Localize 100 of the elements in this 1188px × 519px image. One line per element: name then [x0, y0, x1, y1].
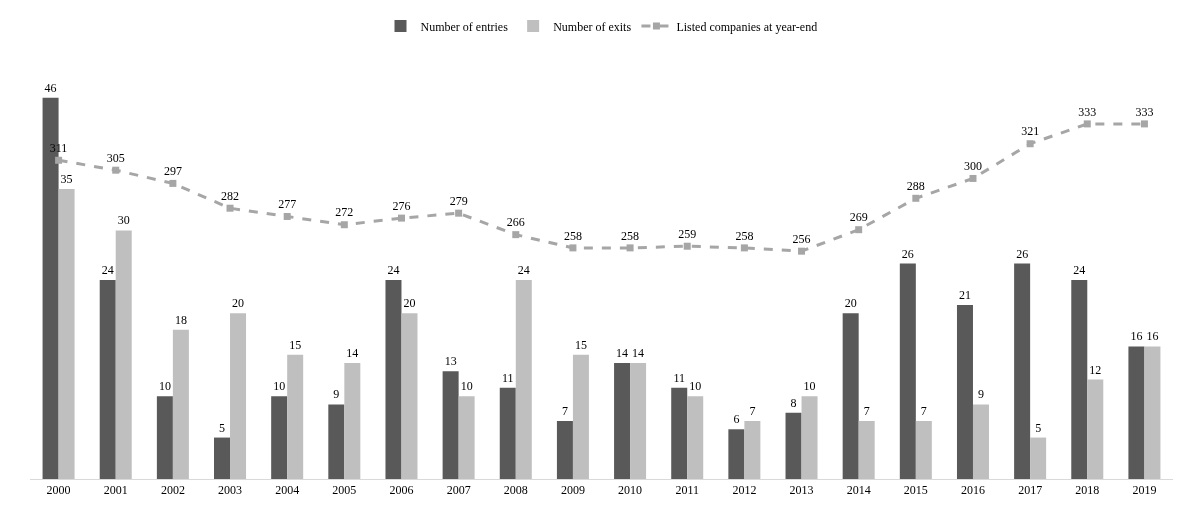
bar [115, 230, 132, 479]
data-label: 300 [963, 159, 982, 174]
bar [515, 280, 532, 479]
bar [614, 362, 631, 479]
legend-label: Number of exits [553, 19, 632, 34]
point [683, 242, 691, 250]
point [1140, 120, 1148, 128]
x-tick-label: 2007 [446, 483, 471, 498]
data-label: 272 [335, 205, 354, 220]
point [740, 244, 748, 252]
data-label: 16 [1146, 329, 1159, 344]
bar [785, 412, 802, 479]
bar [458, 396, 475, 479]
bar [671, 387, 688, 479]
point [283, 212, 291, 220]
bar [956, 304, 973, 479]
point [626, 244, 634, 252]
data-label: 14 [632, 345, 645, 360]
data-label: 258 [735, 228, 754, 243]
bar [1087, 379, 1104, 479]
data-label: 297 [163, 164, 182, 179]
point [340, 221, 348, 229]
bar [630, 362, 647, 479]
data-label: 24 [517, 263, 530, 278]
point [55, 156, 63, 164]
bar [214, 437, 231, 479]
bar [728, 429, 745, 479]
data-label: 7 [863, 403, 870, 418]
x-tick-label: 2017 [1018, 483, 1043, 498]
bar [58, 188, 75, 479]
x-tick-label: 2016 [960, 483, 985, 498]
data-label: 26 [901, 246, 914, 261]
data-label: 321 [1021, 124, 1040, 139]
bar [556, 420, 573, 479]
data-label: 10 [689, 379, 702, 394]
data-label: 266 [506, 215, 525, 230]
data-label: 11 [673, 370, 686, 385]
data-label: 276 [392, 198, 411, 213]
data-label: 279 [449, 193, 468, 208]
point [969, 174, 977, 182]
x-tick-label: 2013 [789, 483, 814, 498]
data-label: 24 [1073, 263, 1086, 278]
data-label: 16 [1130, 329, 1143, 344]
bar [1128, 346, 1145, 479]
point [1083, 120, 1091, 128]
point [912, 194, 920, 202]
bar [687, 396, 704, 479]
point [112, 166, 120, 174]
x-tick-label: 2018 [1075, 483, 1100, 498]
data-label: 14 [346, 345, 359, 360]
x-tick-label: 2009 [560, 483, 585, 498]
bar [499, 387, 516, 479]
bar [899, 263, 916, 479]
x-tick-label: 2014 [846, 483, 871, 498]
data-label: 26 [1016, 246, 1029, 261]
data-label: 333 [1135, 104, 1154, 119]
point [397, 214, 405, 222]
bar [1014, 263, 1031, 479]
x-tick-label: 2000 [46, 483, 71, 498]
x-tick-label: 2002 [160, 483, 185, 498]
data-label: 6 [733, 412, 740, 427]
legend-label: Listed companies at year-end [676, 19, 818, 34]
data-label: 269 [849, 210, 868, 225]
x-tick-label: 2015 [903, 483, 928, 498]
bar [858, 420, 875, 479]
x-tick-label: 2006 [389, 483, 414, 498]
x-tick-label: 2010 [618, 483, 643, 498]
data-label: 20 [844, 296, 857, 311]
data-label: 7 [561, 403, 568, 418]
bar [1071, 280, 1088, 479]
data-label: 14 [616, 345, 629, 360]
bar [287, 354, 304, 479]
bar [744, 420, 761, 479]
bar [1030, 437, 1047, 479]
data-label: 258 [621, 228, 640, 243]
bar [401, 313, 418, 479]
bar [801, 396, 818, 479]
data-label: 20 [403, 296, 416, 311]
data-label: 35 [60, 171, 73, 186]
data-label: 46 [44, 80, 57, 95]
bar [328, 404, 345, 479]
x-tick-label: 2003 [218, 483, 243, 498]
point [1026, 140, 1034, 148]
data-label: 11 [501, 370, 514, 385]
data-label: 18 [174, 312, 187, 327]
x-tick-label: 2004 [275, 483, 300, 498]
data-label: 24 [101, 263, 114, 278]
data-label: 30 [117, 213, 130, 228]
data-label: 24 [387, 263, 400, 278]
bar [572, 354, 589, 479]
data-label: 277 [278, 197, 297, 212]
data-label: 21 [958, 287, 971, 302]
bar [172, 329, 189, 479]
point [798, 247, 806, 255]
data-label: 10 [158, 379, 171, 394]
point [169, 179, 177, 187]
data-label: 7 [920, 403, 927, 418]
data-label: 20 [232, 296, 245, 311]
bar [442, 371, 459, 479]
bar [271, 396, 288, 479]
